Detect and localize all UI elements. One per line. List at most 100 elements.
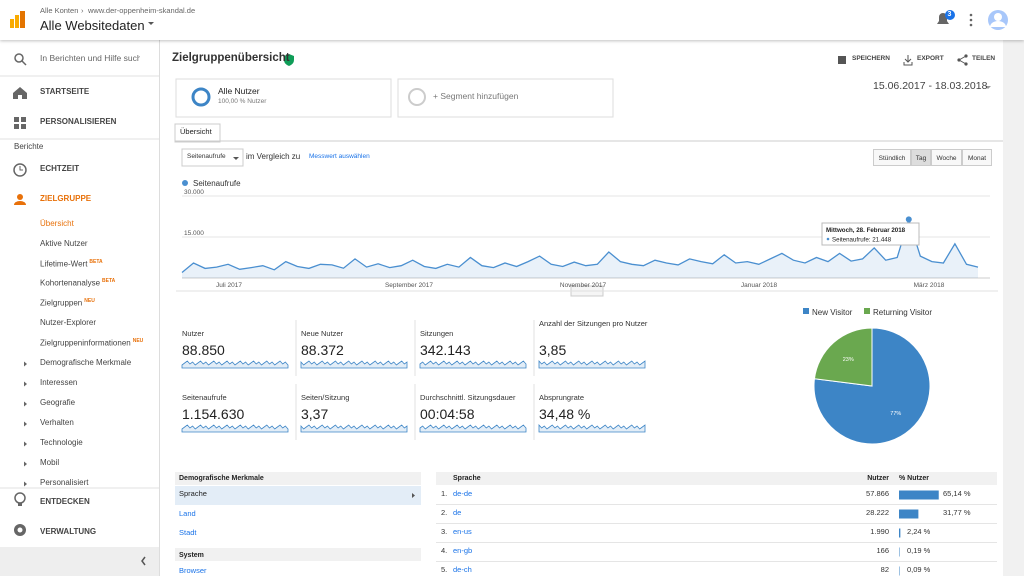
sparkline — [181, 360, 289, 369]
row-index: 4. — [441, 546, 448, 556]
tab[interactable]: Übersicht — [180, 127, 212, 137]
badge — [945, 10, 955, 20]
nav-item[interactable]: PERSONALISIEREN — [40, 117, 117, 126]
row-language[interactable]: en-us — [453, 527, 472, 537]
table-header: Sprache — [453, 474, 481, 482]
nav-group[interactable]: Technologie — [40, 438, 83, 447]
date-range[interactable]: 15.06.2017 - 18.03.2018 — [873, 79, 988, 92]
more-icon[interactable] — [969, 13, 973, 27]
nav-item[interactable]: ECHTZEIT — [40, 164, 80, 173]
legend-dot — [182, 180, 188, 186]
segment-name[interactable]: Alle Nutzer — [218, 85, 260, 96]
sparkline — [419, 360, 527, 369]
row-users: 57.866 — [866, 489, 889, 499]
nav-subitem[interactable]: Übersicht — [40, 219, 74, 228]
line — [181, 217, 979, 274]
badge: NEU — [84, 298, 95, 305]
nav-subitem[interactable]: Lifetime-Wert BETA — [40, 258, 103, 269]
dim-item[interactable]: Land — [179, 509, 196, 519]
nav-subitem[interactable]: Kohortenanalyse BETA — [40, 278, 116, 289]
nav-group[interactable]: Demografische Merkmale — [40, 358, 132, 367]
nav-group[interactable]: Geografie — [40, 398, 76, 407]
nav-item[interactable]: ZIELGRUPPE — [40, 194, 92, 203]
pct-bar — [899, 490, 939, 500]
dim-title: Demografische Merkmale — [179, 474, 264, 482]
action[interactable]: EXPORT — [917, 54, 944, 62]
segment-ring — [191, 87, 211, 107]
dashboard-icon — [14, 117, 26, 129]
y-tick-label: 15.000 — [184, 230, 204, 237]
sparkline — [300, 360, 408, 369]
sidebar-collapse[interactable] — [0, 547, 159, 576]
row-language[interactable]: de — [453, 508, 462, 518]
search-input[interactable]: In Berichten und Hilfe suche — [40, 53, 140, 63]
tab[interactable] — [174, 123, 221, 143]
x-tick-label: Juli 2017 — [216, 282, 242, 289]
metric-value: 1.154.630 — [182, 406, 245, 422]
nav-subitem[interactable]: Nutzer-Explorer — [40, 318, 97, 327]
breadcrumb: www.der-oppenheim-skandal.de — [88, 6, 196, 16]
nav-item[interactable]: ENTDECKEN — [40, 495, 150, 509]
metric-select[interactable]: Seitenaufrufe — [187, 152, 226, 160]
nav-item[interactable]: STARTSEITE — [40, 87, 90, 96]
nav-group[interactable]: Personalisiert — [40, 478, 89, 487]
expand-icon — [24, 381, 27, 387]
home-icon — [13, 87, 27, 99]
granularity-button[interactable]: Monat — [962, 149, 992, 166]
share-icon[interactable] — [957, 54, 968, 66]
sparkline — [181, 424, 289, 433]
nav-item[interactable]: VERWALTUNG — [40, 525, 150, 539]
nav-group[interactable]: Verhalten — [40, 418, 74, 427]
nav-group[interactable]: Mobil — [40, 458, 60, 467]
metric-label: Seitenaufrufe — [182, 393, 227, 402]
metric-value: 88.850 — [182, 342, 225, 358]
dim-item[interactable]: Sprache — [179, 489, 207, 499]
row-pct: 0,19 % — [907, 546, 931, 556]
metric-label: Sitzungen — [420, 329, 454, 338]
add-segment-card[interactable] — [397, 78, 614, 118]
export-icon[interactable] — [903, 55, 913, 66]
table-header: % Nutzer — [899, 474, 929, 482]
row-users: 82 — [880, 565, 889, 575]
row-index: 3. — [441, 527, 448, 537]
badge: BETA — [102, 278, 116, 285]
granularity-button[interactable]: Stündlich — [873, 149, 911, 166]
legend-swatch — [864, 308, 870, 314]
property-name[interactable]: Alle Websitedaten — [40, 17, 145, 33]
pie-slice — [813, 327, 873, 387]
tooltip-dot — [826, 237, 830, 241]
action[interactable]: TEILEN — [972, 54, 996, 62]
dropdown-arrow[interactable] — [148, 22, 154, 25]
sparkline — [419, 424, 527, 433]
row-users: 1.990 — [870, 527, 889, 537]
save-icon[interactable] — [838, 56, 846, 64]
granularity-button[interactable]: Woche — [931, 149, 962, 166]
tooltip-title: Mittwoch, 28. Februar 2018 — [826, 227, 906, 234]
row-language[interactable]: en-gb — [453, 546, 473, 556]
row-language[interactable]: de-de — [453, 489, 473, 499]
sidebar — [0, 40, 160, 576]
granularity-button[interactable]: Tag — [911, 149, 931, 166]
dim-item[interactable]: Stadt — [179, 528, 197, 538]
row-pct: 31,77 % — [943, 508, 971, 518]
pct-bar — [899, 509, 919, 519]
person-icon — [17, 194, 23, 200]
add-segment[interactable]: + Segment hinzufügen — [433, 90, 519, 101]
date-arrow[interactable] — [985, 86, 991, 89]
metric-value: 3,37 — [301, 406, 329, 422]
dim-item[interactable]: Browser — [179, 566, 207, 576]
select-metric[interactable]: Messwert auswählen — [309, 152, 370, 160]
expand-icon — [24, 421, 27, 427]
nav-subitem[interactable]: Zielgruppeninformationen NEU — [40, 337, 144, 348]
nav-subitem[interactable]: Aktive Nutzer — [40, 238, 88, 248]
action[interactable]: SPEICHERN — [852, 54, 890, 62]
metric-value: 342.143 — [420, 342, 471, 358]
segment-card[interactable] — [175, 78, 392, 118]
segment-share: 100,00 % Nutzer — [218, 97, 267, 105]
verified-icon — [284, 54, 294, 66]
nav-group[interactable]: Interessen — [40, 378, 78, 387]
collapse-icon[interactable] — [141, 556, 146, 566]
row-language[interactable]: de-ch — [453, 565, 472, 575]
metric-dropdown[interactable] — [181, 148, 244, 167]
nav-subitem[interactable]: Zielgruppen NEU — [40, 298, 95, 308]
